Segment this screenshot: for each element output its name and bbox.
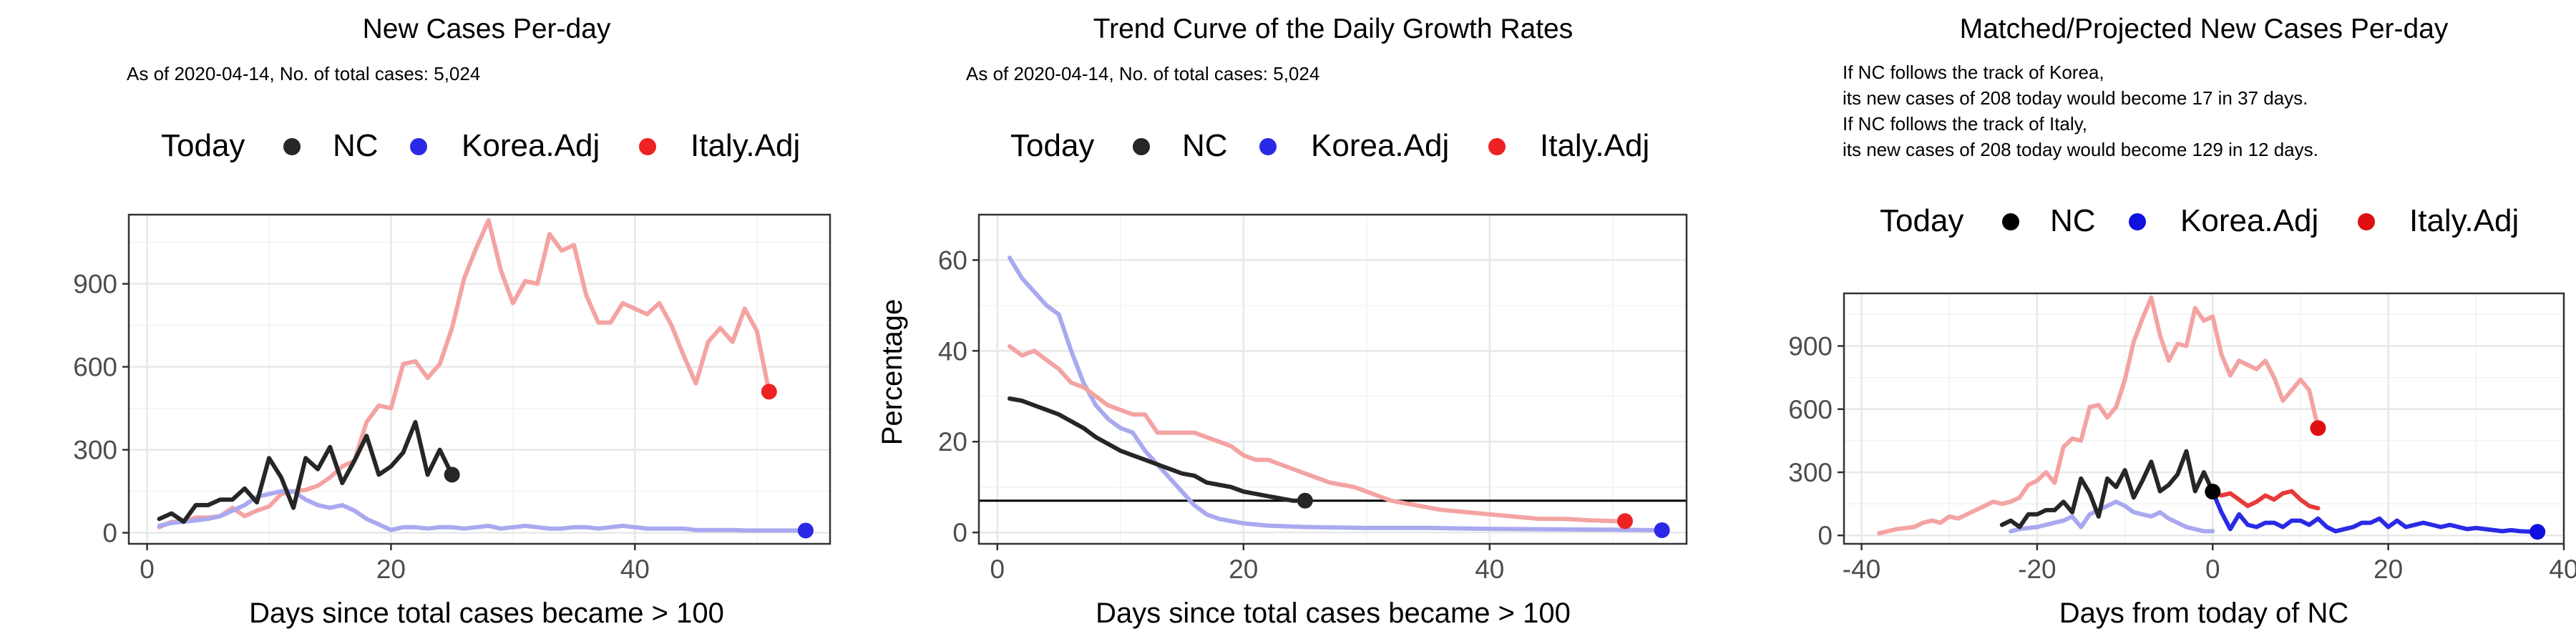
today-marker-italy-adj (761, 384, 777, 399)
legend-italy-label: Italy.Adj (691, 128, 800, 163)
panel-growth-rates: Trend Curve of the Daily Growth Rates As… (877, 14, 1687, 629)
panel2-ylabel: Percentage (877, 299, 908, 446)
legend-nc-dot (1133, 138, 1150, 155)
today-marker-nc (444, 467, 460, 482)
legend-italy-dot (1488, 138, 1506, 155)
panel2-plot: 0 20 40 0 20 40 60 (938, 215, 1687, 584)
legend-italy-label: Italy.Adj (2409, 203, 2519, 238)
panel-projected: Matched/Projected New Cases Per-day If N… (1788, 14, 2576, 629)
x-tick-label: -20 (2018, 555, 2056, 584)
x-tick-label: 0 (2205, 555, 2220, 584)
legend-italy-dot (639, 138, 656, 155)
panel3-legend: Today NC Korea.Adj Italy.Adj (1880, 203, 2519, 238)
plot-background (129, 215, 830, 544)
y-tick-label: 600 (73, 353, 117, 382)
y-tick-label: 20 (938, 427, 967, 457)
x-tick-label: 0 (990, 555, 1005, 584)
legend-nc-dot (2002, 213, 2019, 230)
plot-background (1844, 293, 2564, 544)
legend-title: Today (161, 128, 245, 163)
today-marker-italy-adj (1617, 513, 1633, 529)
legend-italy-dot (2358, 213, 2375, 230)
today-marker-italy-adj-history- (2310, 420, 2326, 436)
legend-title: Today (1010, 128, 1094, 163)
legend-nc-label: NC (333, 128, 379, 163)
legend-korea-label: Korea.Adj (462, 128, 600, 163)
y-tick-label: 300 (1788, 458, 1833, 487)
x-tick-label: 0 (140, 555, 155, 584)
y-tick-label: 0 (952, 518, 967, 547)
panel1-title: New Cases Per-day (363, 14, 611, 44)
x-tick-label: -40 (1843, 555, 1880, 584)
panel3-note-1: If NC follows the track of Korea, (1843, 62, 2104, 83)
panel2-subtitle: As of 2020-04-14, No. of total cases: 5,… (966, 63, 1319, 84)
legend-italy-label: Italy.Adj (1540, 128, 1649, 163)
panel2-xlabel: Days since total cases became > 100 (1096, 597, 1571, 629)
panel3-note-4: its new cases of 208 today would become … (1843, 139, 2318, 160)
today-marker-korea-adj (798, 522, 814, 538)
x-tick-label: 40 (620, 555, 650, 584)
panel1-xlabel: Days since total cases became > 100 (249, 597, 724, 629)
legend-korea-dot (1259, 138, 1277, 155)
today-marker-nc (1297, 493, 1313, 509)
legend-nc-dot (283, 138, 301, 155)
y-tick-label: 600 (1788, 395, 1833, 424)
y-tick-label: 900 (73, 270, 117, 299)
legend-korea-label: Korea.Adj (2180, 203, 2318, 238)
y-tick-label: 900 (1788, 332, 1833, 361)
legend-korea-dot (2129, 213, 2146, 230)
x-tick-label: 40 (2549, 555, 2576, 584)
y-tick-label: 60 (938, 245, 967, 275)
panel-new-cases: New Cases Per-day As of 2020-04-14, No. … (73, 14, 830, 629)
legend-nc-label: NC (1182, 128, 1228, 163)
legend-nc-label: NC (2050, 203, 2096, 238)
panel3-note-2: its new cases of 208 today would become … (1843, 87, 2308, 109)
today-marker-korea-adj (1654, 522, 1670, 538)
legend-korea-dot (410, 138, 427, 155)
y-tick-label: 40 (938, 336, 967, 366)
panel3-title: Matched/Projected New Cases Per-day (1960, 14, 2449, 44)
panel1-legend: Today NC Korea.Adj Italy.Adj (161, 128, 800, 163)
panel2-title: Trend Curve of the Daily Growth Rates (1093, 14, 1573, 44)
x-tick-label: 20 (2373, 555, 2403, 584)
today-marker-nc (2205, 484, 2220, 499)
panel3-note-3: If NC follows the track of Italy, (1843, 113, 2087, 135)
plot-background (979, 215, 1687, 544)
x-tick-label: 40 (1475, 555, 1504, 584)
panel2-legend: Today NC Korea.Adj Italy.Adj (1010, 128, 1649, 163)
legend-title: Today (1880, 203, 1963, 238)
panel1-plot: 0 20 40 0 300 600 900 (73, 215, 830, 584)
legend-korea-label: Korea.Adj (1311, 128, 1449, 163)
today-marker-korea-adj-projected- (2529, 524, 2545, 540)
x-tick-label: 20 (1229, 555, 1258, 584)
panel3-xlabel: Days from today of NC (2059, 597, 2349, 629)
panel3-plot: -40 -20 0 20 40 0 300 600 900 (1788, 293, 2576, 584)
panel1-subtitle: As of 2020-04-14, No. of total cases: 5,… (127, 63, 480, 84)
x-tick-label: 20 (376, 555, 406, 584)
y-tick-label: 300 (73, 436, 117, 465)
y-tick-label: 0 (1818, 521, 1833, 550)
y-tick-label: 0 (102, 519, 117, 548)
